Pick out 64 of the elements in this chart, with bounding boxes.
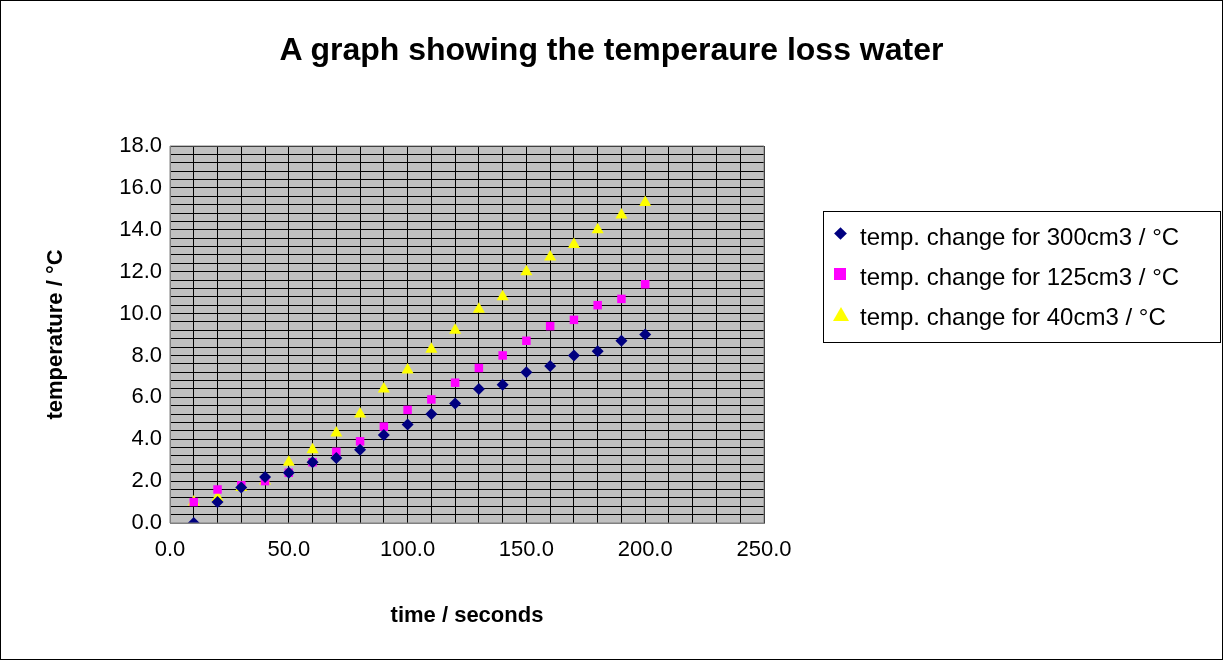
point [355, 437, 365, 446]
point [401, 363, 414, 374]
y-tick-label: 10.0 [119, 299, 162, 325]
x-tick-label: 0.0 [154, 536, 186, 562]
point [282, 455, 295, 466]
point [330, 452, 343, 465]
point [450, 378, 460, 387]
y-tick-label: 6.0 [131, 383, 162, 409]
point [377, 429, 390, 442]
x-axis-title: time / seconds [390, 601, 544, 627]
point [427, 395, 436, 404]
point [522, 336, 531, 346]
point [472, 382, 485, 395]
y-tick-label: 0.0 [131, 509, 162, 535]
y-axis-title: temperature / °C [42, 249, 68, 420]
point [449, 323, 462, 334]
point [449, 397, 462, 410]
y-tick-label: 2.0 [131, 467, 162, 493]
point [330, 425, 343, 437]
point [544, 250, 557, 261]
legend-label: temp. change for 125cm3 / °C [860, 262, 1181, 292]
point [401, 418, 414, 431]
point [591, 222, 604, 234]
point [567, 349, 580, 362]
point [211, 496, 224, 509]
point [567, 237, 580, 248]
point [377, 381, 390, 393]
point [425, 408, 438, 421]
point [496, 289, 509, 301]
legend-label: temp. change for 300cm3 / °C [860, 222, 1181, 252]
point [593, 300, 602, 310]
x-tick-label: 200.0 [617, 536, 673, 562]
point [354, 407, 367, 418]
y-tick-label: 12.0 [119, 257, 162, 283]
point [472, 302, 485, 313]
point [259, 470, 272, 483]
point [213, 485, 222, 494]
x-tick-label: 250.0 [736, 536, 792, 562]
y-tick-label: 8.0 [131, 341, 162, 367]
point [403, 405, 412, 415]
point [639, 328, 652, 341]
point [520, 264, 533, 276]
point [425, 342, 438, 353]
x-tick-label: 150.0 [498, 536, 554, 562]
y-tick-label: 18.0 [119, 132, 162, 158]
point [615, 334, 628, 347]
legend-label: temp. change for 40cm3 / °C [860, 302, 1167, 332]
point [544, 359, 557, 372]
point [617, 294, 626, 304]
x-tick-label: 50.0 [267, 536, 311, 562]
point [639, 195, 652, 207]
point [379, 422, 389, 431]
point [498, 351, 507, 360]
point [591, 345, 604, 358]
point [306, 442, 319, 454]
x-tick-label: 100.0 [380, 536, 436, 562]
point [615, 208, 628, 219]
point [496, 378, 509, 391]
y-tick-label: 14.0 [119, 215, 162, 241]
point [520, 366, 533, 379]
y-tick-label: 4.0 [131, 425, 162, 451]
chart-title: A graph showing the temperaure loss water [278, 31, 945, 68]
y-tick-label: 16.0 [119, 173, 162, 199]
point [354, 443, 367, 456]
